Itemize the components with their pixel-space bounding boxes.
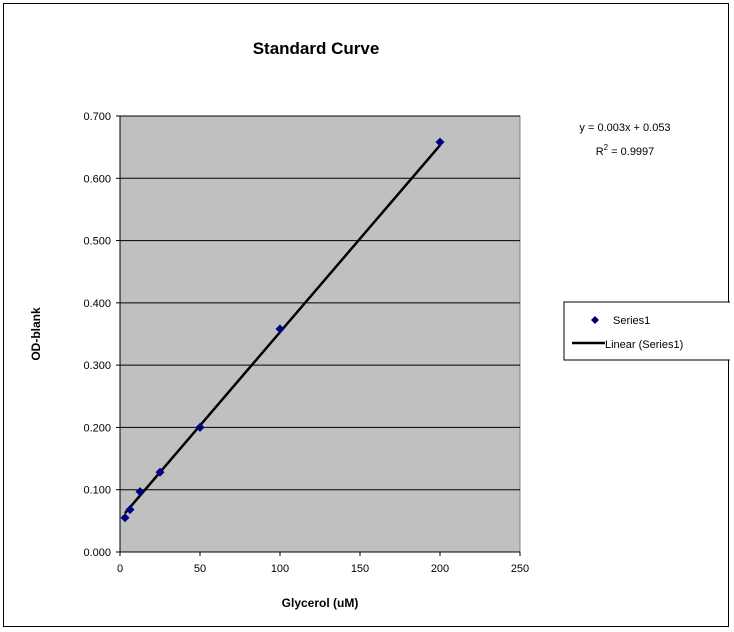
r-squared-value: = 0.9997 (608, 146, 654, 158)
legend-entry-linear-series1: Linear (Series1) (605, 339, 683, 351)
r-squared-label: R (596, 146, 604, 158)
x-tick-labels: 0 50 100 150 200 250 (117, 563, 529, 575)
x-tick-label: 0 (117, 563, 123, 575)
x-tick-label: 100 (271, 563, 289, 575)
y-tick-label: 0.400 (83, 298, 111, 310)
y-tick-label: 0.300 (83, 360, 111, 372)
y-axis-title: OD-blank (29, 307, 43, 361)
data-point (435, 137, 445, 147)
data-point (275, 324, 285, 334)
plot-area (119, 115, 521, 553)
y-tick-label: 0.500 (83, 236, 111, 248)
legend: Series1 Linear (Series1) (563, 301, 730, 361)
legend-entry-series1: Series1 (613, 315, 650, 327)
chart-title: Standard Curve (253, 39, 380, 58)
x-tick-label: 50 (194, 563, 206, 575)
legend-diamond-marker-icon (591, 316, 599, 324)
x-axis-title: Glycerol (uM) (282, 596, 359, 610)
chart-frame: Standard Curve 0.000 0.100 0.200 0.300 0.400… (3, 3, 730, 627)
trendline-equation: y = 0.003x + 0.053 (579, 122, 670, 134)
data-point (195, 422, 205, 432)
chart-svg: Standard Curve 0.000 0.100 0.200 0.300 0.400… (29, 39, 730, 610)
y-tick-labels: 0.000 0.100 0.200 0.300 0.400 0.500 0.600 0.700 (83, 111, 111, 559)
r-squared-superscript: 2 (604, 143, 609, 152)
x-tick-label: 200 (431, 563, 449, 575)
y-tick-label: 0.600 (83, 173, 111, 185)
axis-layer (116, 115, 521, 556)
y-tick-label: 0.100 (83, 485, 111, 497)
y-tick-label: 0.000 (83, 547, 111, 559)
data-point (155, 467, 165, 477)
data-point (125, 505, 135, 515)
data-point (135, 487, 145, 497)
grid-layer (120, 115, 520, 491)
data-point (120, 513, 130, 523)
data-points-layer (120, 137, 445, 523)
legend-box (563, 301, 730, 361)
trendline-r-squared: R2 = 0.9997 (596, 143, 655, 158)
y-tick-label: 0.700 (83, 111, 111, 123)
x-tick-label: 250 (511, 563, 529, 575)
x-tick-label: 150 (351, 563, 369, 575)
y-tick-label: 0.200 (83, 422, 111, 434)
